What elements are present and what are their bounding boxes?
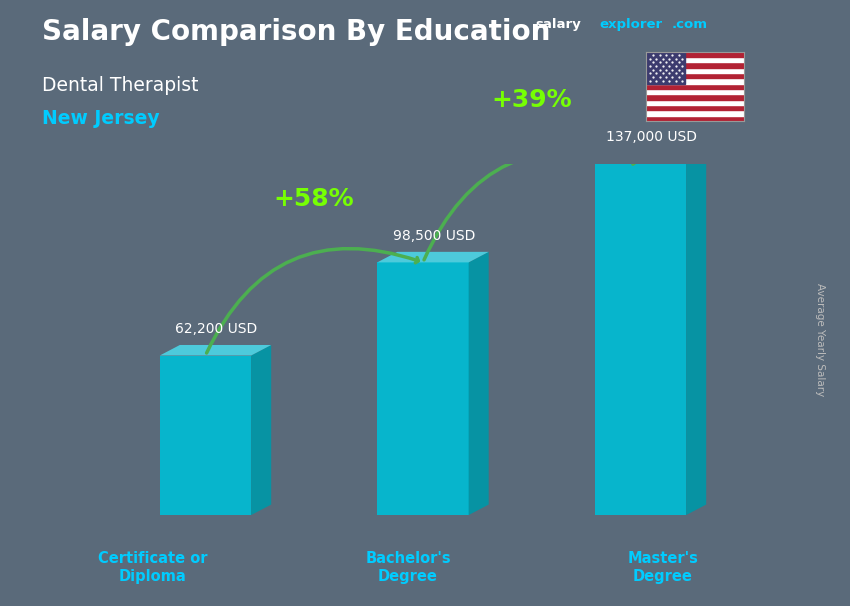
Bar bbox=[646, 100, 744, 105]
Bar bbox=[646, 52, 685, 84]
Text: Master's
Degree: Master's Degree bbox=[627, 551, 699, 584]
Text: Average Yearly Salary: Average Yearly Salary bbox=[815, 283, 825, 396]
FancyArrowPatch shape bbox=[424, 152, 636, 260]
Bar bbox=[646, 78, 744, 84]
Text: 98,500 USD: 98,500 USD bbox=[393, 229, 475, 243]
Polygon shape bbox=[160, 356, 251, 515]
Text: 62,200 USD: 62,200 USD bbox=[175, 322, 258, 336]
Polygon shape bbox=[595, 164, 686, 515]
Text: Salary Comparison By Education: Salary Comparison By Education bbox=[42, 18, 551, 46]
Bar bbox=[646, 52, 744, 57]
Text: +58%: +58% bbox=[274, 187, 354, 211]
Bar bbox=[646, 95, 744, 100]
Text: explorer: explorer bbox=[599, 18, 662, 31]
Text: +39%: +39% bbox=[491, 88, 572, 112]
Bar bbox=[646, 116, 744, 121]
Text: Certificate or
Diploma: Certificate or Diploma bbox=[99, 551, 207, 584]
Bar bbox=[646, 110, 744, 116]
Text: Bachelor's
Degree: Bachelor's Degree bbox=[366, 551, 450, 584]
Polygon shape bbox=[251, 345, 271, 515]
Polygon shape bbox=[160, 345, 271, 356]
FancyArrowPatch shape bbox=[207, 248, 418, 353]
Text: 137,000 USD: 137,000 USD bbox=[606, 130, 697, 144]
Text: salary: salary bbox=[536, 18, 581, 31]
Polygon shape bbox=[595, 153, 706, 164]
Polygon shape bbox=[377, 252, 489, 262]
Bar bbox=[646, 105, 744, 110]
Bar bbox=[646, 62, 744, 68]
Bar bbox=[646, 68, 744, 73]
Bar bbox=[646, 57, 744, 62]
Bar bbox=[646, 84, 744, 89]
Text: Dental Therapist: Dental Therapist bbox=[42, 76, 199, 95]
Bar bbox=[646, 73, 744, 78]
Polygon shape bbox=[468, 252, 489, 515]
Bar bbox=[646, 89, 744, 95]
Polygon shape bbox=[686, 153, 706, 515]
Text: .com: .com bbox=[672, 18, 707, 31]
Text: New Jersey: New Jersey bbox=[42, 109, 160, 128]
Polygon shape bbox=[377, 262, 468, 515]
